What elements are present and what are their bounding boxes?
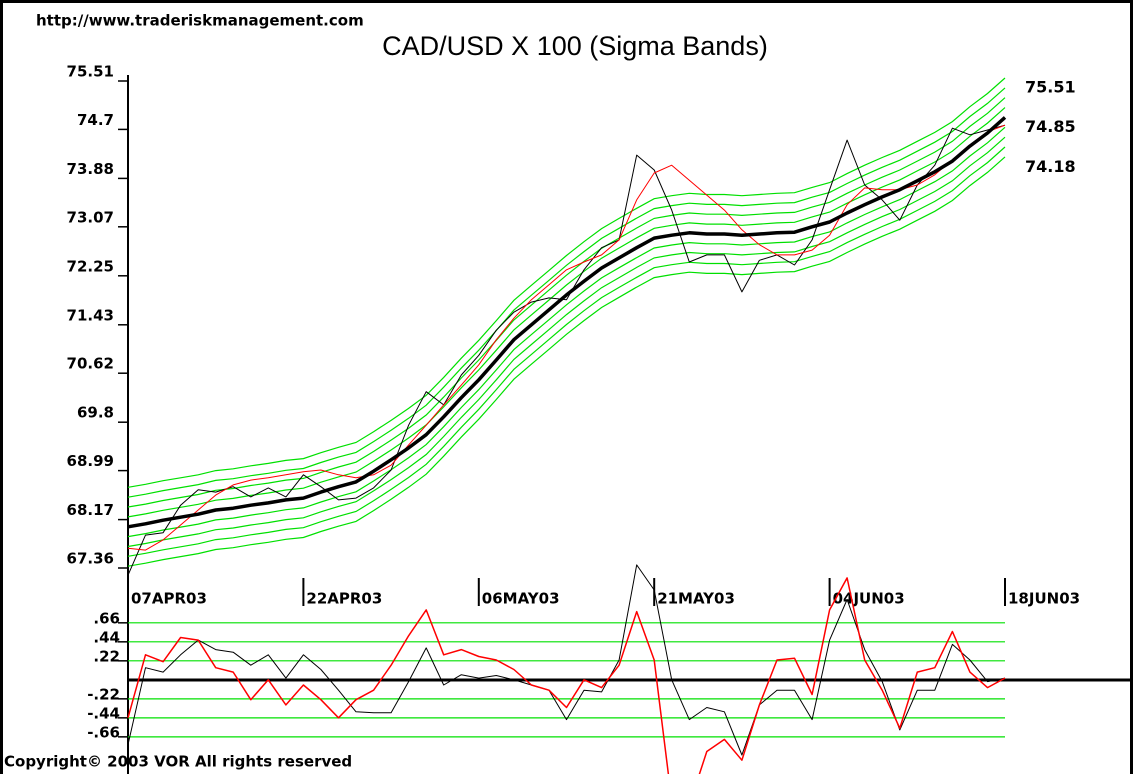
series-line — [127, 124, 1006, 576]
y-tick-label: 70.62 — [67, 355, 114, 373]
copyright: Copyright© 2003 VOR All rights reserved — [4, 753, 352, 771]
y-tick-label: 73.07 — [67, 208, 114, 226]
series-line — [127, 124, 1006, 551]
y-tick-label: 67.36 — [67, 550, 114, 568]
sigma-band — [127, 136, 1006, 548]
y-tick-label: 68.17 — [67, 501, 114, 519]
end-label: 74.85 — [1025, 117, 1076, 136]
series-line — [127, 116, 1007, 529]
y-tick-label: 69.8 — [77, 404, 114, 422]
sigma-band — [127, 146, 1006, 557]
chart-title: CAD/USD X 100 (Sigma Bands) — [382, 31, 768, 61]
y-tick-label: -.66 — [87, 723, 120, 741]
sigma-band — [127, 126, 1006, 538]
x-tick-label: 07APR03 — [131, 590, 207, 608]
y-tick-label: .44 — [93, 628, 120, 646]
sigma-band — [127, 87, 1006, 498]
x-tick-label: 18JUN03 — [1008, 590, 1080, 608]
sigma-band — [127, 77, 1006, 488]
y-tick-label: -.22 — [87, 685, 120, 703]
end-label: 75.51 — [1025, 78, 1076, 97]
y-tick-label: 73.88 — [67, 160, 114, 178]
x-tick-label: 21MAY03 — [657, 590, 735, 608]
y-tick-label: 74.7 — [77, 111, 114, 129]
y-tick-label: 72.25 — [67, 257, 114, 275]
sigma-band — [127, 107, 1006, 518]
x-tick-label: 22APR03 — [306, 590, 382, 608]
y-tick-label: .22 — [93, 647, 120, 665]
end-label: 74.18 — [1025, 157, 1076, 176]
x-tick-label: 04JUN03 — [833, 590, 905, 608]
y-tick-label: 68.99 — [67, 452, 114, 470]
y-tick-label: .66 — [93, 609, 120, 627]
x-tick-label: 06MAY03 — [482, 590, 560, 608]
y-tick-label: 75.51 — [67, 63, 114, 81]
y-tick-label: -.44 — [87, 704, 120, 722]
sigma-band — [127, 156, 1006, 567]
series-line — [127, 577, 1006, 774]
sigma-band — [127, 97, 1006, 508]
source-url: http://www.traderiskmanagement.com — [36, 12, 364, 30]
y-tick-label: 71.43 — [67, 306, 114, 324]
